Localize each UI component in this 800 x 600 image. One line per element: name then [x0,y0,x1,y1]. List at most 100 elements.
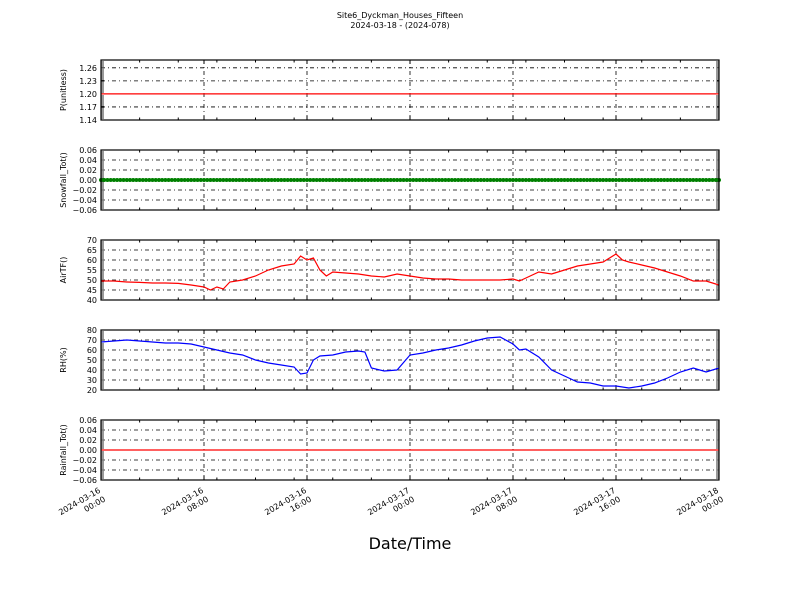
data-point [372,178,377,182]
y-tick-label: 1.14 [79,116,97,125]
data-point [369,178,374,182]
x-tick-label: 2024-03-1700:00 [366,486,416,526]
data-point [192,178,197,182]
data-point [504,178,509,182]
data-point [205,178,210,182]
data-point [115,178,120,182]
y-tick-label: 1.20 [79,90,97,99]
data-point [614,178,618,182]
y-axis-label: Rainfall_Tot() [59,424,68,476]
y-tick-label: −0.06 [72,206,97,215]
data-point [453,178,458,182]
data-point [292,178,297,182]
data-point [343,178,348,182]
data-point [350,178,355,182]
data-point [298,178,303,182]
data-point [617,178,622,182]
data-point [630,178,635,182]
data-point [317,178,322,182]
data-point [417,178,422,182]
data-point [430,178,435,182]
data-point [681,178,686,182]
data-point [459,178,464,182]
data-point [578,178,583,182]
data-point [179,178,184,182]
data-point [185,178,190,182]
data-point [308,178,313,182]
data-point [543,178,548,182]
data-point [546,178,551,182]
data-point [134,178,139,182]
data-point [279,178,284,182]
data-point [102,178,107,182]
y-tick-label: 80 [87,326,97,335]
y-axis-label: Snowfall_Tot() [59,152,68,208]
data-point [327,178,332,182]
data-point [710,178,715,182]
data-point [523,178,528,182]
data-point [478,178,483,182]
y-tick-label: 0.06 [79,146,97,155]
data-point [700,178,705,182]
data-point [688,178,693,182]
data-point [182,178,187,182]
data-point [391,178,396,182]
data-point [594,178,599,182]
plot-frame [100,419,720,481]
data-point [250,178,255,182]
data-point [221,178,226,182]
data-point [414,178,419,182]
data-point [668,178,673,182]
x-axis-label: Date/Time [368,534,452,553]
data-point [427,178,432,182]
y-tick-label: −0.04 [72,196,97,205]
data-point [202,178,206,182]
panel-snowfalltot: −0.06−0.04−0.020.000.020.040.06 Snowfall_… [59,146,721,215]
data-point [243,178,248,182]
data-point [131,178,136,182]
y-tick-label: 50 [87,276,97,285]
data-point [356,178,361,182]
y-tick-label: 0.00 [79,446,97,455]
data-point [527,178,532,182]
data-point [482,178,487,182]
data-point [585,178,590,182]
data-point [259,178,264,182]
data-point [127,178,132,182]
data-point [137,178,142,182]
data-point [462,178,467,182]
data-point [379,178,384,182]
y-tick-label: 70 [87,336,97,345]
data-point [684,178,689,182]
data-point [276,178,281,182]
data-point [649,178,654,182]
y-tick-label: 0.02 [79,166,97,175]
data-point [266,178,271,182]
data-point [189,178,194,182]
data-point [520,178,525,182]
data-point [208,178,213,182]
data-point [581,178,586,182]
data-point [214,178,219,182]
data-point [401,178,406,182]
data-point [620,178,625,182]
data-point [153,178,158,182]
data-point [230,178,235,182]
data-point [337,178,342,182]
data-point [198,178,203,182]
data-point [568,178,573,182]
data-point [366,178,371,182]
data-point [539,178,544,182]
data-point [498,178,503,182]
x-tick-label: 2024-03-1616:00 [263,486,313,526]
data-point [507,178,512,182]
y-tick-label: 40 [87,366,97,375]
data-point [536,178,541,182]
y-tick-label: 0.02 [79,436,97,445]
y-tick-label: −0.04 [72,466,97,475]
data-point [140,178,145,182]
data-point [247,178,252,182]
data-point [610,178,615,182]
